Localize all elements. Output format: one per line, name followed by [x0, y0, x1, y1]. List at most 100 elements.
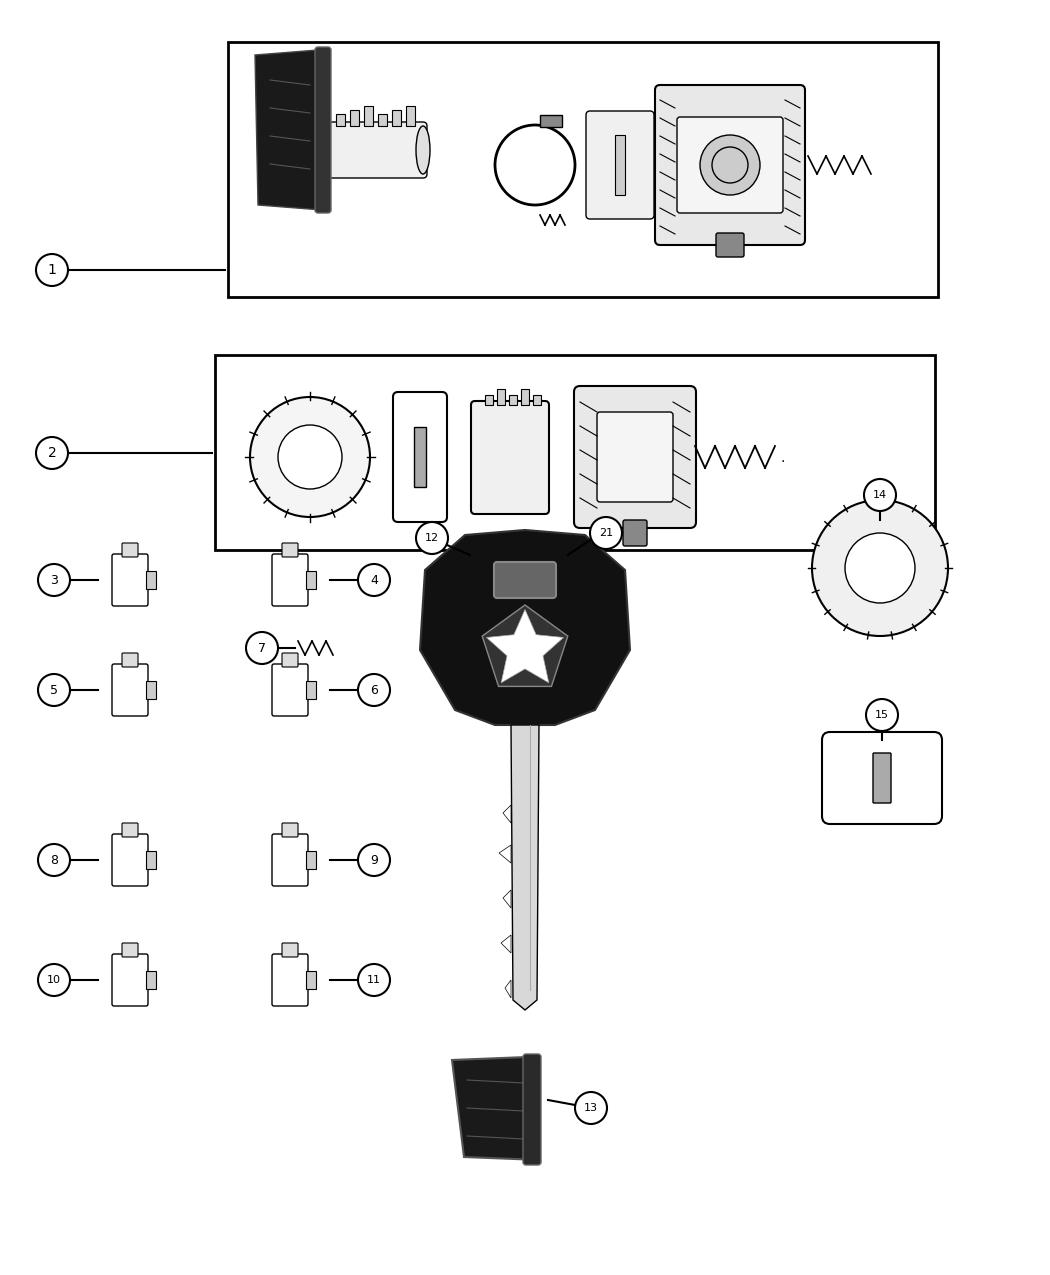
Polygon shape	[420, 530, 630, 725]
FancyBboxPatch shape	[112, 555, 148, 606]
Text: 8: 8	[50, 853, 58, 867]
FancyBboxPatch shape	[597, 412, 673, 502]
Circle shape	[36, 437, 68, 469]
FancyBboxPatch shape	[282, 653, 298, 667]
FancyBboxPatch shape	[112, 954, 148, 1006]
Circle shape	[250, 397, 370, 516]
FancyBboxPatch shape	[471, 402, 549, 514]
FancyBboxPatch shape	[378, 113, 387, 126]
FancyBboxPatch shape	[306, 571, 316, 589]
FancyBboxPatch shape	[716, 233, 744, 258]
Circle shape	[864, 479, 896, 511]
FancyBboxPatch shape	[623, 520, 647, 546]
Text: 9: 9	[370, 853, 378, 867]
Circle shape	[575, 1091, 607, 1125]
Circle shape	[590, 516, 622, 550]
Ellipse shape	[416, 126, 430, 173]
Text: 10: 10	[47, 975, 61, 986]
FancyBboxPatch shape	[282, 543, 298, 557]
FancyBboxPatch shape	[406, 106, 415, 126]
FancyBboxPatch shape	[272, 664, 308, 717]
FancyBboxPatch shape	[509, 395, 517, 405]
FancyBboxPatch shape	[272, 834, 308, 886]
FancyBboxPatch shape	[540, 115, 562, 128]
Polygon shape	[501, 935, 511, 952]
FancyBboxPatch shape	[112, 664, 148, 717]
FancyBboxPatch shape	[822, 732, 942, 824]
FancyBboxPatch shape	[122, 944, 138, 958]
FancyBboxPatch shape	[521, 389, 529, 405]
Polygon shape	[503, 890, 511, 908]
FancyBboxPatch shape	[364, 106, 373, 126]
Polygon shape	[511, 725, 539, 1010]
FancyBboxPatch shape	[146, 681, 156, 699]
Circle shape	[700, 135, 760, 195]
Polygon shape	[505, 980, 511, 998]
FancyBboxPatch shape	[485, 395, 494, 405]
Text: 7: 7	[258, 641, 266, 654]
FancyBboxPatch shape	[677, 117, 783, 213]
Circle shape	[416, 521, 448, 555]
Polygon shape	[255, 50, 322, 210]
FancyBboxPatch shape	[315, 47, 331, 213]
FancyBboxPatch shape	[574, 386, 696, 528]
FancyBboxPatch shape	[306, 681, 316, 699]
Text: 11: 11	[368, 975, 381, 986]
Polygon shape	[499, 845, 511, 863]
Text: 13: 13	[584, 1103, 598, 1113]
FancyBboxPatch shape	[272, 954, 308, 1006]
FancyBboxPatch shape	[215, 354, 934, 550]
Text: 5: 5	[50, 683, 58, 696]
FancyBboxPatch shape	[414, 427, 426, 487]
Text: 21: 21	[598, 528, 613, 538]
Text: 3: 3	[50, 574, 58, 586]
Circle shape	[278, 425, 342, 490]
Circle shape	[358, 564, 390, 595]
FancyBboxPatch shape	[392, 110, 401, 126]
Polygon shape	[486, 609, 564, 683]
Text: 12: 12	[425, 533, 439, 543]
Circle shape	[812, 500, 948, 636]
FancyBboxPatch shape	[393, 391, 447, 521]
Circle shape	[358, 964, 390, 996]
FancyBboxPatch shape	[350, 110, 359, 126]
Text: .: .	[780, 451, 784, 465]
FancyBboxPatch shape	[272, 555, 308, 606]
Circle shape	[358, 674, 390, 706]
Circle shape	[845, 533, 915, 603]
FancyBboxPatch shape	[336, 113, 345, 126]
FancyBboxPatch shape	[306, 972, 316, 989]
Text: 14: 14	[873, 490, 887, 500]
FancyBboxPatch shape	[586, 111, 654, 219]
FancyBboxPatch shape	[523, 1054, 541, 1165]
Text: 2: 2	[47, 446, 57, 460]
Polygon shape	[482, 606, 568, 686]
Circle shape	[38, 564, 70, 595]
FancyBboxPatch shape	[533, 395, 541, 405]
FancyBboxPatch shape	[494, 562, 556, 598]
Circle shape	[358, 844, 390, 876]
Circle shape	[38, 844, 70, 876]
FancyBboxPatch shape	[324, 122, 427, 179]
FancyBboxPatch shape	[497, 389, 505, 405]
Text: 1: 1	[47, 263, 57, 277]
FancyBboxPatch shape	[112, 834, 148, 886]
FancyBboxPatch shape	[122, 822, 138, 836]
FancyBboxPatch shape	[228, 42, 938, 297]
FancyBboxPatch shape	[282, 944, 298, 958]
FancyBboxPatch shape	[615, 135, 625, 195]
FancyBboxPatch shape	[146, 571, 156, 589]
Polygon shape	[452, 1057, 540, 1160]
Circle shape	[38, 964, 70, 996]
Polygon shape	[503, 805, 511, 822]
Circle shape	[36, 254, 68, 286]
Text: 15: 15	[875, 710, 889, 720]
FancyBboxPatch shape	[306, 850, 316, 870]
FancyBboxPatch shape	[655, 85, 805, 245]
FancyBboxPatch shape	[122, 653, 138, 667]
FancyBboxPatch shape	[146, 972, 156, 989]
FancyBboxPatch shape	[122, 543, 138, 557]
Text: 6: 6	[370, 683, 378, 696]
Circle shape	[246, 632, 278, 664]
FancyBboxPatch shape	[873, 754, 891, 803]
